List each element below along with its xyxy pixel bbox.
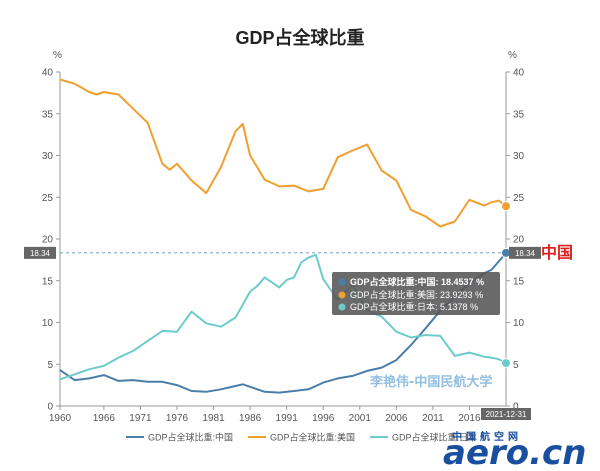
- y-axis-unit-right: %: [508, 50, 517, 61]
- y-tick-label-right: 20: [513, 235, 525, 246]
- x-tick-label: 1996: [312, 413, 335, 424]
- axes: 0 0 5 5 10 10 15 15 20 20 25 25 30 30 35 35 40 40 1960 1966…: [42, 68, 525, 425]
- y-tick-label-left: 20: [42, 235, 54, 246]
- y-tick-label-left: 30: [42, 151, 54, 162]
- y-tick-label-right: 25: [513, 193, 525, 204]
- y-tick-label-left: 0: [47, 402, 53, 413]
- date-badge: 2021-12-31: [481, 408, 531, 420]
- tooltip-row-japan: GDP占全球比重:日本: 5.1378 %: [350, 301, 478, 312]
- tooltip-dot-china: [338, 278, 346, 286]
- highlight-label-china: 中国: [541, 243, 573, 262]
- x-tick-label: 2001: [349, 413, 372, 424]
- x-tick-label: 1971: [129, 413, 152, 424]
- date-badge-label: 2021-12-31: [486, 410, 527, 419]
- legend-item-japan: GDP占全球比重:日本: [370, 432, 477, 443]
- legend-label: GDP占全球比重:美国: [270, 432, 355, 443]
- y-tick-label-right: 0: [513, 402, 519, 413]
- y-tick-label-left: 25: [42, 193, 54, 204]
- y-tick-label-right: 35: [513, 109, 525, 120]
- aero-logo: 中国航空网 aero.cn: [443, 430, 586, 471]
- y-tick-label-left: 10: [42, 318, 54, 329]
- logo-english-text: aero.cn: [443, 433, 586, 471]
- tooltip-dot-japan: [338, 303, 346, 311]
- logo-chinese-text: 中国航空网: [452, 430, 522, 443]
- legend: GDP占全球比重:中国 GDP占全球比重:美国 GDP占全球比重:日本: [126, 432, 477, 443]
- series-line-usa: [59, 78, 507, 228]
- y-tick-label-left: 15: [42, 276, 54, 287]
- legend-label: GDP占全球比重:日本: [392, 432, 477, 443]
- legend-item-usa: GDP占全球比重:美国: [248, 432, 355, 443]
- y-tick-label-left: 35: [42, 109, 54, 120]
- x-tick-label: 1986: [239, 413, 262, 424]
- x-tick-label: 2016: [458, 413, 481, 424]
- end-point-usa: [501, 201, 511, 212]
- watermark-text: 李艳伟-中国民航大学: [369, 374, 492, 390]
- legend-label: GDP占全球比重:中国: [148, 432, 233, 443]
- x-tick-label: 1960: [49, 413, 72, 424]
- tooltip-dot-usa: [338, 291, 346, 299]
- x-tick-label: 2011: [422, 413, 444, 424]
- end-point-japan: [501, 358, 511, 369]
- series-end-points: [501, 201, 511, 369]
- chart-title: GDP占全球比重: [235, 27, 364, 48]
- right-value-marker: 18.34: [509, 246, 541, 259]
- legend-item-china: GDP占全球比重:中国: [126, 432, 233, 443]
- series-lines: [59, 78, 507, 394]
- y-tick-label-left: 40: [42, 68, 54, 79]
- left-value-marker-label: 18.34: [30, 249, 51, 258]
- x-tick-label: 1966: [93, 413, 116, 424]
- tooltip-row-china: GDP占全球比重:中国: 18.4537 %: [350, 276, 484, 287]
- y-tick-label-right: 5: [513, 360, 519, 371]
- y-tick-label-left: 5: [47, 360, 53, 371]
- y-tick-label-right: 10: [513, 318, 525, 329]
- left-value-marker: 18.34: [24, 246, 56, 259]
- x-tick-label: 1981: [202, 413, 225, 424]
- x-tick-label: 1976: [166, 413, 189, 424]
- series-line-japan: [59, 253, 507, 381]
- x-tick-label: 2006: [385, 413, 408, 424]
- y-tick-label-right: 15: [513, 276, 525, 287]
- y-tick-label-right: 40: [513, 68, 525, 79]
- right-value-marker-label: 18.34: [515, 249, 536, 258]
- tooltip-row-usa: GDP占全球比重:美国: 23.9293 %: [350, 289, 483, 300]
- tooltip: GDP占全球比重:中国: 18.4537 % GDP占全球比重:美国: 23.9…: [332, 272, 500, 315]
- y-axis-unit-left: %: [53, 50, 62, 61]
- y-tick-label-right: 30: [513, 151, 525, 162]
- x-tick-label: 1991: [276, 413, 299, 424]
